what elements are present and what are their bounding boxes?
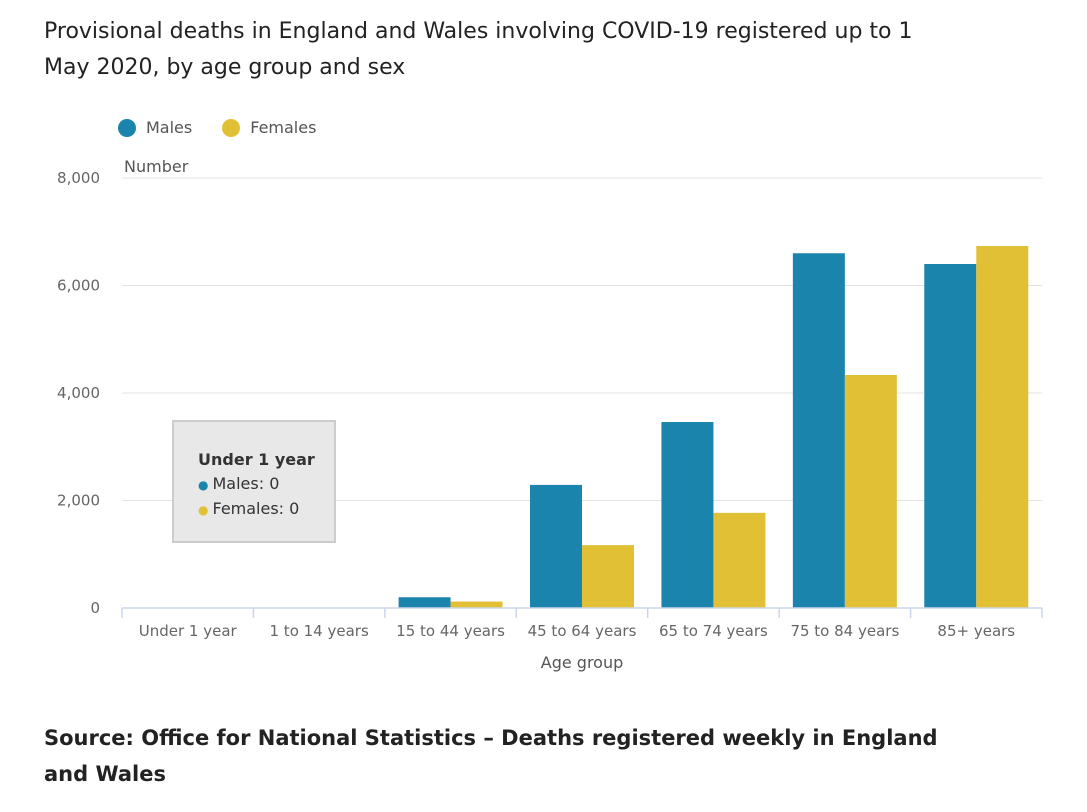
males-swatch — [118, 118, 136, 137]
legend-label-males: Males — [146, 118, 193, 137]
tooltip: Under 1 year ● Males: 0 ● Females: 0 — [172, 420, 336, 543]
tooltip-title: Under 1 year — [198, 450, 315, 469]
source-note: Source: Office for National Statistics –… — [44, 726, 938, 786]
y-tick-label: 0 — [90, 599, 100, 617]
bar-males — [924, 264, 977, 608]
chart-title: Provisional deaths in England and Wales … — [44, 19, 913, 80]
males-dot-icon: ● — [198, 478, 209, 492]
bar-females — [844, 374, 897, 608]
x-tick-label: 1 to 14 years — [270, 622, 369, 640]
legend: Males Females — [118, 118, 316, 137]
bar-males — [530, 484, 582, 608]
y-axis-label: Number — [124, 157, 189, 176]
bar-females — [450, 601, 503, 608]
bar-males — [661, 422, 714, 608]
x-tick-label: 65 to 74 years — [659, 622, 768, 640]
females-dot-icon: ● — [198, 503, 209, 517]
legend-item-females[interactable]: Females — [222, 118, 316, 137]
y-tick-label: 2,000 — [57, 492, 100, 510]
bar-males — [398, 597, 451, 608]
x-tick-label: Under 1 year — [139, 622, 238, 640]
legend-label-females: Females — [250, 118, 317, 137]
tooltip-males: Males: 0 — [212, 474, 280, 493]
bar-females — [976, 245, 1029, 608]
x-tick-label: 75 to 84 years — [790, 622, 899, 640]
tooltip-females: Females: 0 — [212, 499, 300, 518]
bar-females — [582, 545, 634, 608]
x-tick-label: 45 to 64 years — [528, 622, 637, 640]
y-tick-label: 8,000 — [57, 169, 100, 187]
bar-chart: Number Age group 0 2,000 4,000 6,000 8,000 U… — [57, 157, 1043, 672]
females-swatch — [222, 118, 241, 137]
bar-females — [713, 512, 766, 608]
x-tick-label: 15 to 44 years — [396, 622, 505, 640]
x-axis-label: Age group — [541, 653, 624, 672]
y-tick-label: 6,000 — [57, 277, 100, 295]
x-tick-label: 85+ years — [937, 622, 1015, 640]
legend-item-males[interactable]: Males — [118, 118, 192, 137]
y-tick-label: 4,000 — [57, 384, 100, 402]
bar-males — [792, 253, 845, 608]
